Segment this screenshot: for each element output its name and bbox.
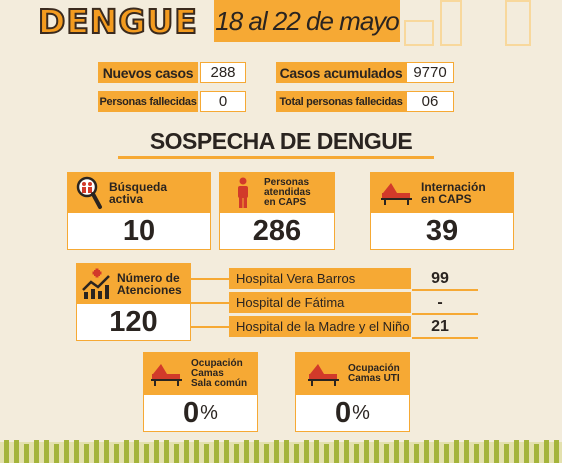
busqueda-value: 10 <box>122 214 156 247</box>
decorative-frame <box>440 0 462 46</box>
ocupacion-sala-card: Ocupación Camas Sala común 0% <box>143 352 258 432</box>
connector-line <box>191 278 229 280</box>
hospital-row-value: 99 <box>431 269 449 287</box>
growth-chart-icon <box>81 267 113 301</box>
sala-label-line3: Sala común <box>191 378 248 389</box>
hospital-row-label: Hospital de Fátima <box>229 292 411 313</box>
atendidas-label-line2: atendidas <box>264 187 311 198</box>
hospital-row-underline <box>412 313 478 315</box>
internacion-card: Internación en CAPS 39 <box>370 172 514 250</box>
section-underline <box>118 156 434 159</box>
atenciones-label-line2: Atenciones <box>117 283 182 297</box>
uti-label-line1: Ocupación <box>348 363 400 374</box>
dengue-logo: DENGUE <box>37 1 198 42</box>
hospital-row-underline <box>412 289 478 291</box>
date-range: 18 al 22 de mayo <box>214 0 400 42</box>
internacion-label-line2: en CAPS <box>421 192 472 206</box>
atendidas-label-line1: Personas <box>264 177 310 188</box>
total-fallecidas-label: Total personas fallecidas <box>276 91 406 112</box>
uti-label-line2: Camas UTI <box>348 373 400 384</box>
sala-value-unit: % <box>200 401 218 424</box>
sala-label-line1: Ocupación <box>191 358 243 369</box>
decorative-frame <box>404 20 434 46</box>
uti-value: 0% <box>296 395 409 431</box>
nuevos-casos-value: 288 <box>200 62 246 83</box>
hospital-row-label: Hospital de la Madre y el Niño <box>229 316 411 337</box>
ocupacion-uti-card: Ocupación Camas UTI 0% <box>295 352 410 432</box>
decorative-frame <box>505 0 531 46</box>
casos-acumulados-value: 9770 <box>406 62 454 83</box>
personas-fallecidas-label: Personas fallecidas <box>98 91 198 112</box>
hospital-bed-icon <box>379 176 415 210</box>
section-title: SOSPECHA DE DENGUE <box>149 128 413 154</box>
atendidas-value: 286 <box>252 214 302 247</box>
sala-value-number: 0 <box>183 396 200 429</box>
connector-line <box>191 302 229 304</box>
hospital-row-value: 21 <box>431 317 449 335</box>
hospital-bed-icon <box>149 357 185 391</box>
total-fallecidas-value: 06 <box>406 91 454 112</box>
decorative-pattern <box>0 436 562 463</box>
atenciones-card: Número de Atenciones 120 <box>76 263 191 341</box>
uti-value-number: 0 <box>335 396 352 429</box>
hospital-row-underline <box>412 337 478 339</box>
internacion-value: 39 <box>425 214 459 247</box>
casos-acumulados-label: Casos acumulados <box>276 62 406 83</box>
person-icon <box>234 176 252 210</box>
internacion-label-line1: Internación <box>421 180 486 194</box>
sala-value: 0% <box>144 395 257 431</box>
atenciones-value: 120 <box>109 305 158 338</box>
personas-atendidas-card: Personas atendidas en CAPS 286 <box>219 172 335 250</box>
hospital-row-value: - <box>437 293 443 311</box>
connector-line <box>191 326 229 328</box>
busqueda-activa-card: Búsqueda activa 10 <box>67 172 211 250</box>
uti-value-unit: % <box>352 401 370 424</box>
personas-fallecidas-value: 0 <box>200 91 246 112</box>
busqueda-label-line1: Búsqueda <box>109 180 168 194</box>
atenciones-label-line1: Número de <box>117 271 180 285</box>
sala-label-line2: Camas <box>191 368 224 379</box>
hospital-bed-icon <box>306 357 342 391</box>
magnifier-people-icon <box>74 176 104 210</box>
busqueda-label-line2: activa <box>109 192 144 206</box>
atendidas-label-line3: en CAPS <box>264 197 307 208</box>
hospital-row-label: Hospital Vera Barros <box>229 268 411 289</box>
nuevos-casos-label: Nuevos casos <box>98 62 198 83</box>
